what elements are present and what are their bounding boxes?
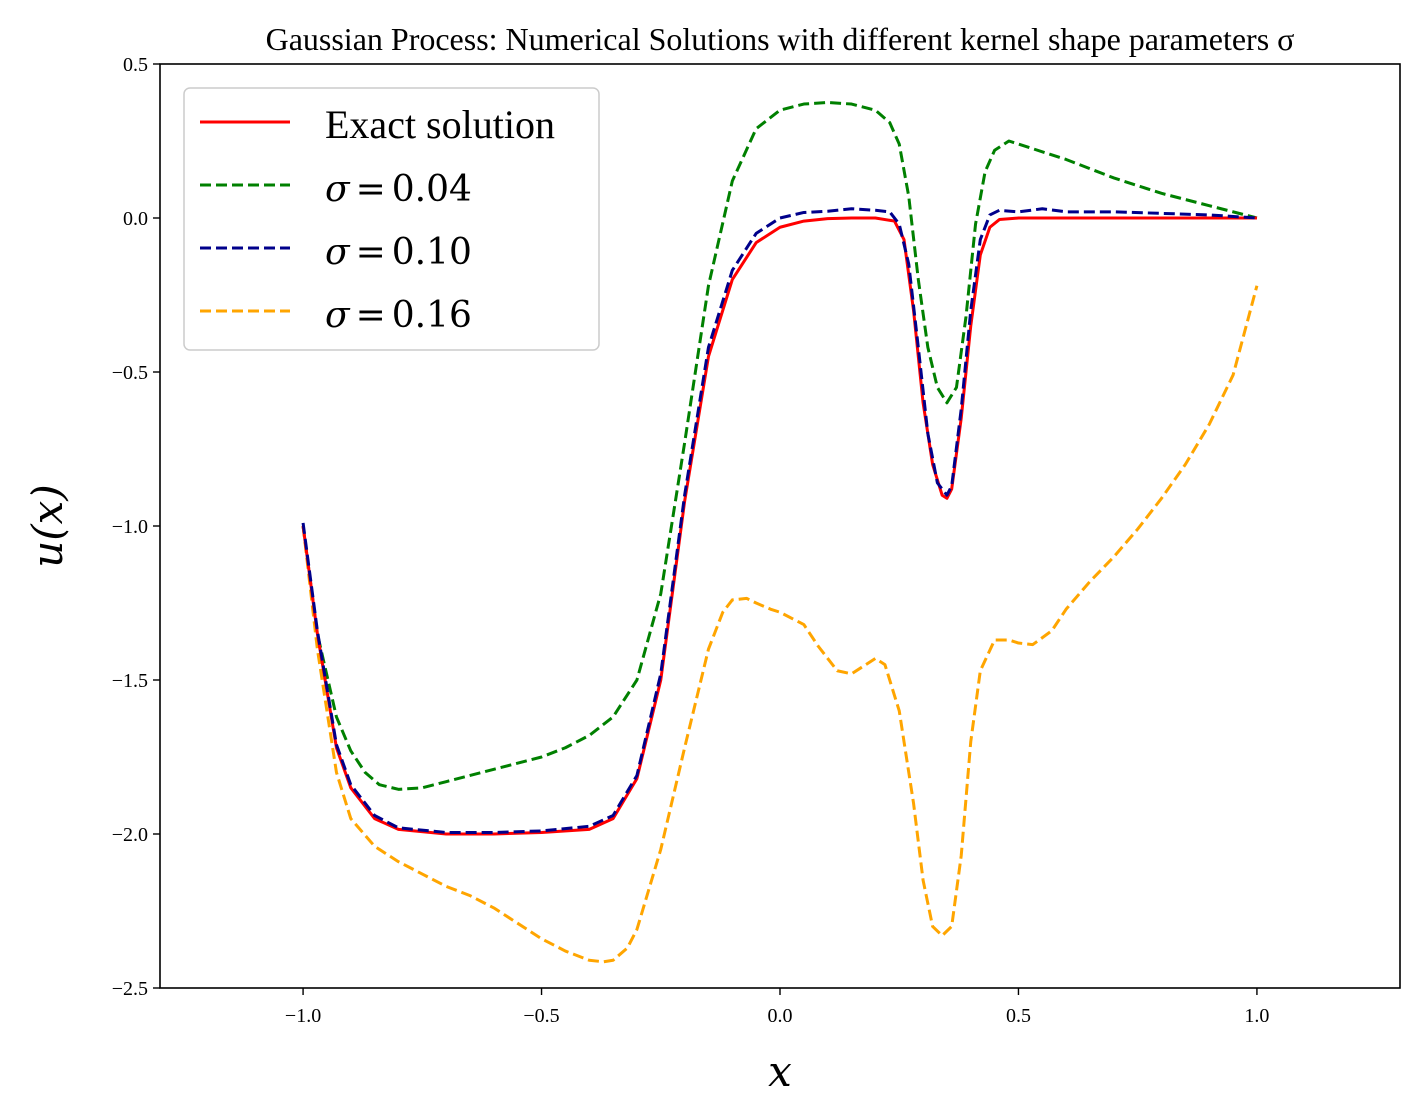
y-tick-label: 0.5 xyxy=(123,54,148,76)
y-axis-label: u(x) xyxy=(23,484,72,568)
y-tick-label: −0.5 xyxy=(112,362,148,384)
x-tick-label: 0.0 xyxy=(768,1005,793,1027)
x-tick-label: −0.5 xyxy=(523,1005,559,1027)
series-line-0 xyxy=(301,216,1257,836)
series-line-1 xyxy=(301,101,1258,791)
legend-label-1: σ = 0.04 xyxy=(325,169,472,210)
plot-area xyxy=(301,101,1259,964)
x-tick-label: −1.0 xyxy=(285,1005,321,1027)
legend-label-2: σ = 0.10 xyxy=(325,232,472,273)
y-tick-label: −2.5 xyxy=(112,978,148,1000)
x-tick-label: 1.0 xyxy=(1244,1005,1269,1027)
legend-box xyxy=(183,87,600,351)
chart-title: Gaussian Process: Numerical Solutions wi… xyxy=(266,21,1295,57)
y-tick-label: −2.0 xyxy=(112,824,148,846)
plot-frame xyxy=(159,63,1401,989)
axes: −1.0 −0.5 0.0 0.5 1.0 0.5 0.0 −0.5 −1.0 −1.5 −2.0 −… xyxy=(112,54,1270,1027)
y-tick-label: −1.0 xyxy=(112,516,148,538)
legend-label-0: Exact solution xyxy=(325,102,555,147)
x-tick-label: 0.5 xyxy=(1006,1005,1031,1027)
series-line-2 xyxy=(301,207,1258,834)
x-axis-label: x xyxy=(768,1047,792,1096)
legend-label-3: σ = 0.16 xyxy=(325,295,472,336)
y-tick-label: 0.0 xyxy=(123,208,148,230)
legend: Exact solution σ = 0.04 σ = 0.10 σ = 0.16 xyxy=(183,87,600,351)
series-line-3 xyxy=(301,285,1259,964)
y-tick-label: −1.5 xyxy=(112,670,148,692)
